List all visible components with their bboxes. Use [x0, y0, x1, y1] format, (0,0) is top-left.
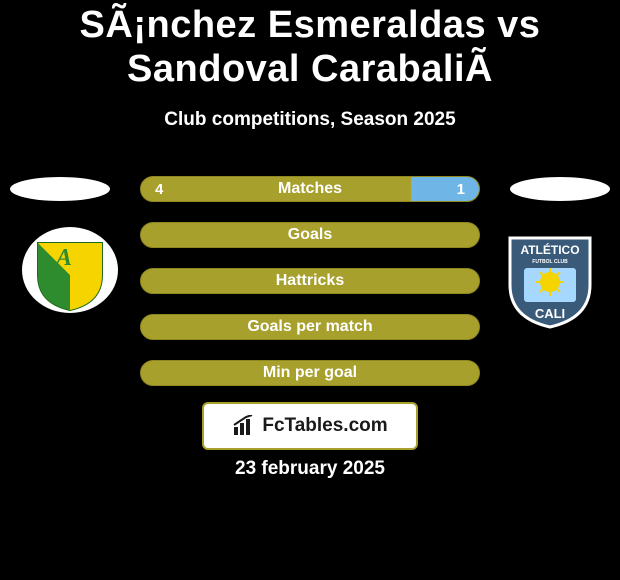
badge-right-text-sub: FUTBOL CLUB [532, 259, 568, 265]
stat-bar: Hattricks [140, 268, 480, 294]
badge-right-text-top: ATLÉTICO [520, 242, 579, 257]
page-subtitle: Club competitions, Season 2025 [0, 109, 620, 131]
badge-left-letter-h: H [69, 267, 90, 293]
bar-value-right: 1 [457, 181, 465, 198]
bar-label: Hattricks [141, 272, 479, 290]
player-photo-right [510, 177, 610, 201]
comparison-bars: Matches4 1 Goals Hattricks Goals per match Mi… [140, 176, 480, 406]
footer-brand-box: FcTables.com [202, 402, 418, 450]
footer-date: 23 february 2025 [0, 458, 620, 480]
bar-value-left: 4 [155, 181, 163, 198]
stat-bar: Min per goal [140, 360, 480, 386]
bar-label: Matches [141, 180, 479, 198]
bar-label: Min per goal [141, 364, 479, 382]
stat-bar: Matches4 1 [140, 176, 480, 202]
bar-label: Goals [141, 226, 479, 244]
player-photo-left [10, 177, 110, 201]
stat-bar: Goals per match [140, 314, 480, 340]
footer-brand-text: FcTables.com [262, 415, 387, 437]
bar-label: Goals per match [141, 318, 479, 336]
page-title: SÃ¡nchez Esmeraldas vs Sandoval Carabali… [0, 0, 620, 91]
stat-bar: Goals [140, 222, 480, 248]
chart-icon [232, 415, 256, 437]
badge-right-text-bottom: CALI [535, 306, 565, 321]
club-badge-left: A H [20, 225, 120, 315]
club-badge-right: ATLÉTICO FUTBOL CLUB CALI [500, 230, 600, 320]
